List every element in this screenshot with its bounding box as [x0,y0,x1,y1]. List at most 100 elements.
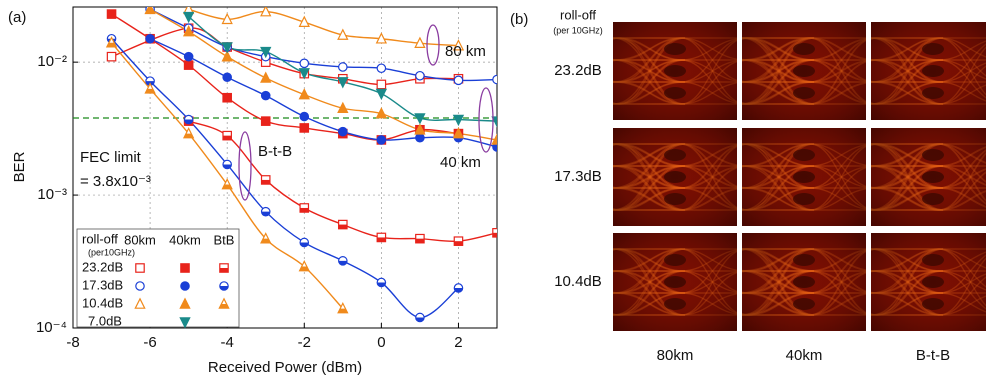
data-point [377,64,385,72]
eye-shade [871,128,986,226]
marker-part [262,180,270,184]
legend-subtitle: (per10GHz) [88,247,135,257]
marker-part [300,124,308,132]
legend: roll-off (per10GHz) 80km40kmBtB23.2dB17.… [77,229,239,328]
fec-label: FEC limit [80,149,142,166]
data-point [377,233,385,241]
data-point [416,234,424,242]
data-point [223,73,231,81]
eye-title: roll-off [560,7,596,22]
marker-part [223,73,231,81]
legend-marker [136,264,144,272]
x-tick-label: -4 [221,334,234,351]
marker-part [300,208,308,212]
data-point [107,52,115,60]
eye-column-label: 40km [786,347,823,364]
x-tick-label: -8 [66,334,79,351]
data-point [416,134,424,142]
marker-part [261,73,270,82]
marker-part [377,237,385,241]
data-point [454,76,462,84]
data-point [493,75,501,83]
marker-part [184,61,192,69]
annotation: B-t-B [258,143,292,160]
eye-row-label: 10.4dB [554,273,602,290]
fit-curve [189,9,459,45]
data-point [300,204,308,212]
marker-part [339,127,347,135]
x-tick-label: 2 [454,334,462,351]
marker-part [223,136,231,140]
data-point [339,63,347,71]
x-axis-label: Received Power (dBm) [208,359,362,376]
marker-part [181,264,189,272]
panel-label: (a) [8,9,26,26]
marker-part [300,89,309,98]
data-point [223,94,231,102]
legend-column: 40km [169,232,201,247]
data-point [300,59,308,67]
panel-label: (b) [510,11,528,28]
y-tick-label: 10⁻³ [37,186,67,203]
marker-part [262,91,270,99]
legend-marker [181,264,189,272]
marker-part [416,72,424,80]
eye-row-label: 17.3dB [554,168,602,185]
data-point [300,238,308,246]
data-point [493,229,501,237]
marker-part [146,35,154,43]
data-point [300,89,309,98]
marker-part [454,241,462,245]
annotation: 80 km [445,43,486,60]
marker-part [262,117,270,125]
marker-part [181,282,189,290]
y-tick-label: 10⁻⁴ [36,319,67,336]
marker-part [300,59,308,67]
marker-part [493,233,501,237]
data-point [416,313,424,321]
legend-marker [136,282,144,290]
marker-part [107,52,115,60]
marker-part [339,63,347,71]
marker-part [416,239,424,243]
eye-shade [742,233,866,331]
data-point [184,12,193,21]
marker-part [454,76,462,84]
data-point [184,61,192,69]
data-point [262,207,270,215]
eye-subtitle: (per 10GHz) [553,25,603,35]
data-point [146,35,154,43]
marker-part [223,94,231,102]
marker-part [300,112,308,120]
marker-part [339,225,347,229]
fec-value-label: = 3.8x10⁻³ [80,173,151,190]
eye-shade [613,233,737,331]
marker-part [377,136,385,144]
legend-label: 7.0dB [88,313,122,328]
legend-marker [220,264,228,272]
marker-part [493,75,501,83]
marker-part [136,264,144,272]
eye-diagrams: (b) roll-off (per 10GHz) 23.2dB17.3dB10.… [510,7,986,364]
marker-part [416,134,424,142]
data-point [377,80,385,88]
data-point [377,278,385,286]
fit-curve [112,28,459,84]
data-point [223,160,231,168]
legend-column: 80km [124,232,156,247]
eye-column-label: B-t-B [916,347,950,364]
legend-title: roll-off [82,231,118,246]
data-point [339,220,347,228]
fit-curve [112,14,459,140]
eye-shade [742,128,866,226]
eye-shade [742,22,866,120]
marker-part [107,10,115,18]
legend-label: 23.2dB [82,259,123,274]
data-point [416,72,424,80]
data-point [262,176,270,184]
marker-part [184,12,193,21]
marker-part [220,268,228,272]
x-tick-label: -6 [143,334,156,351]
annotation-ellipse [239,132,251,200]
data-point [454,237,462,245]
